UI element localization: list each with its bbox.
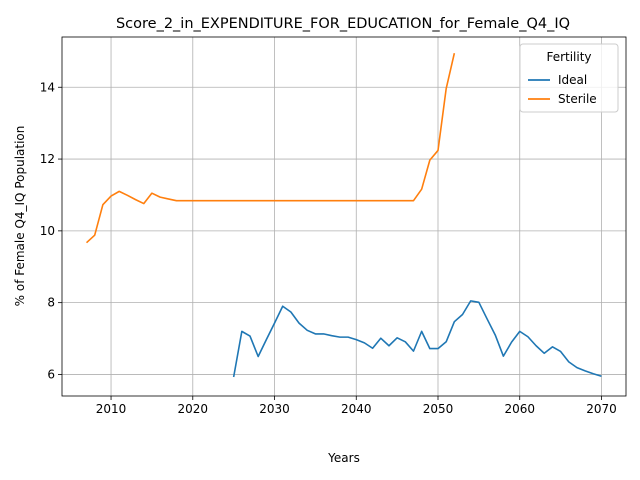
x-tick-label: 2070 <box>586 402 617 416</box>
series-line-ideal <box>232 300 602 378</box>
y-tick-label: 12 <box>40 152 55 166</box>
chart-title: Score_2_in_EXPENDITURE_FOR_EDUCATION_for… <box>116 16 570 32</box>
y-tick-label: 14 <box>40 80 55 94</box>
x-tick-label: 2010 <box>96 402 127 416</box>
x-axis-label: Years <box>327 451 360 465</box>
legend: Fertility Ideal Sterile <box>519 43 619 113</box>
y-tick-label: 8 <box>47 296 55 310</box>
y-axis-label: % of Female Q4_IQ Population <box>13 126 27 307</box>
x-axis-ticks: 2010 2020 2030 2040 2050 2060 2070 <box>96 396 617 416</box>
x-tick-label: 2030 <box>259 402 290 416</box>
x-tick-label: 2020 <box>178 402 209 416</box>
legend-title: Fertility <box>546 50 591 64</box>
grid <box>62 37 626 396</box>
x-tick-label: 2050 <box>423 402 454 416</box>
series-line-sterile <box>85 52 456 244</box>
y-tick-label: 6 <box>47 367 55 381</box>
plot-area <box>85 52 602 378</box>
legend-box <box>519 43 619 113</box>
x-tick-label: 2040 <box>341 402 372 416</box>
axes-frame <box>61 36 627 397</box>
x-tick-label: 2060 <box>504 402 535 416</box>
legend-label-sterile: Sterile <box>558 92 597 106</box>
legend-label-ideal: Ideal <box>558 73 587 87</box>
y-tick-label: 10 <box>40 224 55 238</box>
y-axis-ticks: 6 8 10 12 14 <box>40 80 62 381</box>
